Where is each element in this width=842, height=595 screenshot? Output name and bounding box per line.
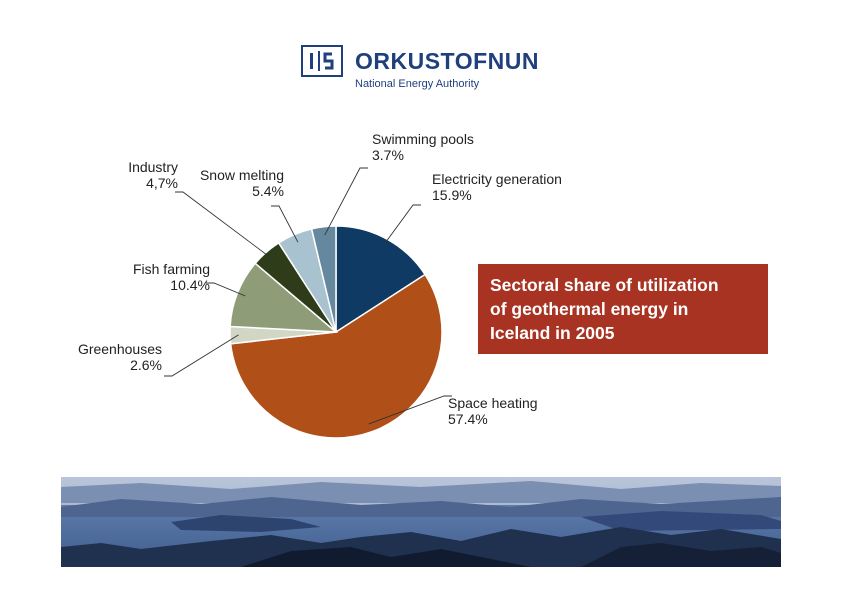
slice-label-fish-farming: Fish farming	[133, 261, 210, 277]
logo: ORKUSTOFNUN National Energy Authority	[301, 45, 541, 95]
slice-value-electricity-generation: 15.9%	[432, 187, 472, 203]
leader-line-space-heating	[368, 395, 452, 425]
slice-label-greenhouses: Greenhouses	[78, 341, 162, 357]
slice-label-space-heating: Space heating	[448, 395, 538, 411]
slice-value-snow-melting: 5.4%	[252, 183, 284, 199]
pie-slice-swimming-pools	[310, 225, 337, 333]
pie-slice-space-heating	[229, 273, 443, 439]
orkustofnun-logo-icon	[301, 45, 343, 77]
pie-slice-electricity-generation	[335, 225, 427, 334]
slice-value-space-heating: 57.4%	[448, 411, 488, 427]
slice-value-fish-farming: 10.4%	[170, 277, 210, 293]
leader-line-electricity-generation	[382, 204, 421, 247]
slice-label-swimming-pools: Swimming pools	[372, 131, 474, 147]
chart-title-line-1: Sectoral share of utilization	[490, 275, 719, 295]
leader-line-fish-farming	[206, 282, 246, 297]
leader-line-industry	[175, 191, 273, 259]
logo-name: ORKUSTOFNUN	[355, 48, 539, 74]
chart-title-line-2: of geothermal energy in	[490, 299, 689, 319]
logo-subtitle: National Energy Authority	[355, 78, 480, 90]
chart-title-line-3: Iceland in 2005	[490, 323, 615, 343]
slice-value-swimming-pools: 3.7%	[372, 147, 404, 163]
chart-title-box: Sectoral share of utilization of geother…	[478, 264, 768, 354]
leader-line-greenhouses	[164, 334, 239, 377]
leader-line-swimming-pools	[324, 167, 368, 236]
slice-value-industry: 4,7%	[146, 175, 178, 191]
leader-line-snow-melting	[271, 205, 299, 243]
slice-label-industry: Industry	[128, 159, 178, 175]
slice-label-snow-melting: Snow melting	[200, 167, 284, 183]
landscape-banner-image	[61, 477, 781, 567]
slice-label-electricity-generation: Electricity generation	[432, 171, 562, 187]
slice-value-greenhouses: 2.6%	[130, 357, 162, 373]
